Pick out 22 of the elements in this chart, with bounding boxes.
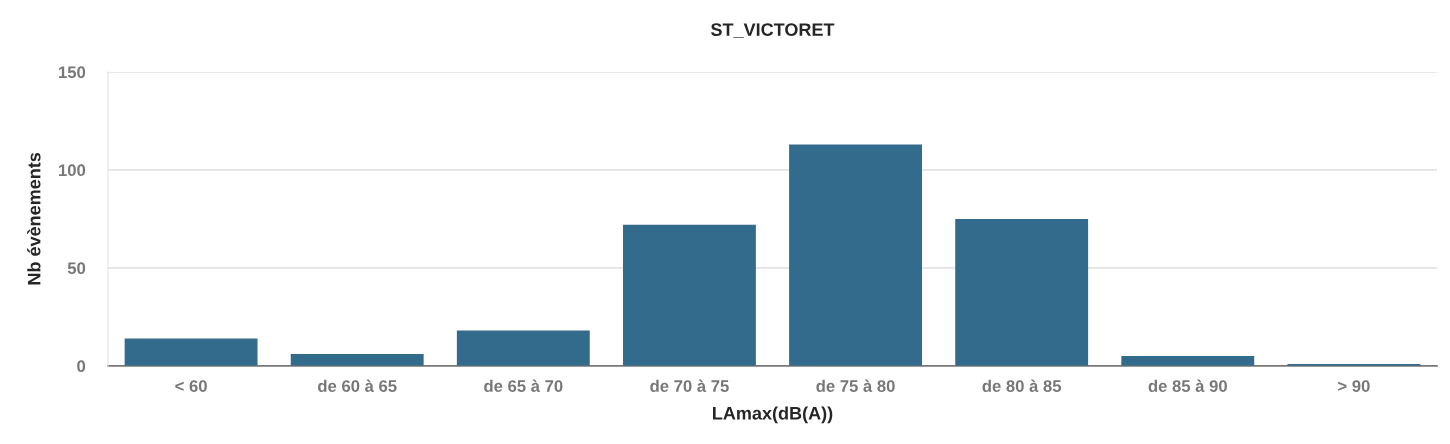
bar <box>290 354 424 366</box>
x-tick-label: de 80 à 85 <box>982 379 1062 392</box>
x-tick-label: > 90 <box>1338 380 1370 392</box>
chart-title: ST_VICTORET <box>710 23 835 39</box>
bar <box>456 330 590 366</box>
y-tick-label: 50 <box>67 262 86 275</box>
x-tick-label: de 65 à 70 <box>484 379 563 392</box>
y-tick-label: 100 <box>59 164 86 177</box>
x-tick-label: de 60 à 65 <box>318 379 397 392</box>
x-tick-label: de 85 à 90 <box>1148 379 1227 392</box>
x-tick-label: de 70 à 75 <box>650 379 729 392</box>
y-axis-title: Nb évènements <box>27 152 41 285</box>
x-tick-label: < 60 <box>175 380 207 392</box>
bar <box>124 338 258 366</box>
y-tick-label: 0 <box>77 360 86 373</box>
bar <box>789 144 922 366</box>
x-tick-label: de 75 à 80 <box>816 379 895 392</box>
bar <box>1121 356 1255 366</box>
bar <box>622 224 756 366</box>
y-tick-label: 150 <box>59 66 86 79</box>
bar <box>955 218 1089 366</box>
x-axis-title: LAmax(dB(A)) <box>713 406 833 424</box>
